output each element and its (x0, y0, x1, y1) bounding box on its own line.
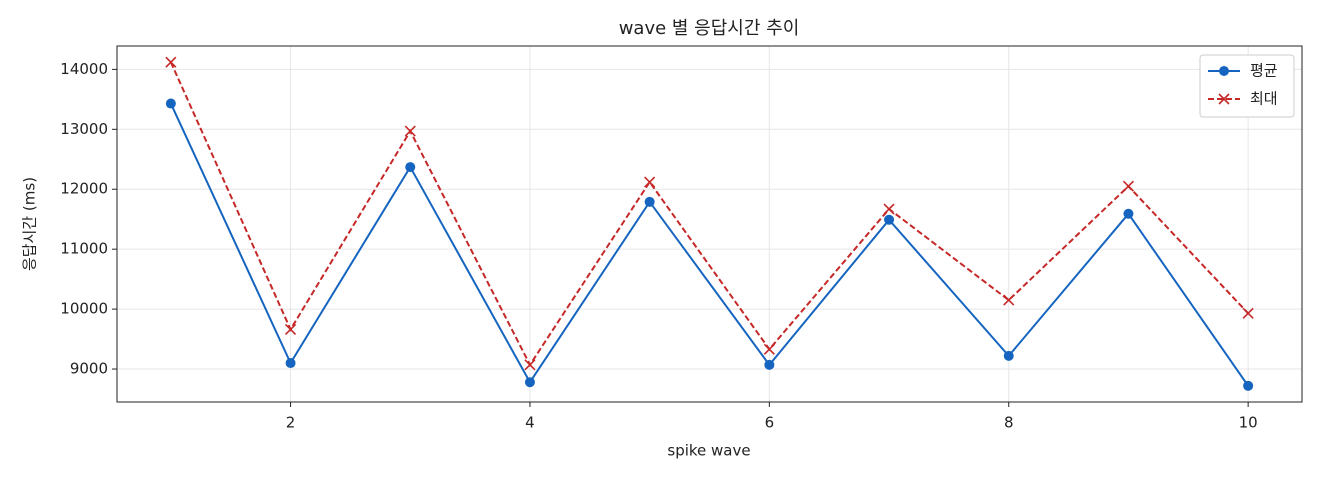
y-tick-label: 11000 (60, 240, 108, 258)
series-line (169, 61, 1249, 367)
legend-marker (1218, 93, 1230, 105)
legend-marker (1219, 66, 1229, 76)
legend-box (1199, 54, 1295, 118)
x-tick-label: 4 (525, 414, 535, 432)
y-axis-label: 응답시간 (ms) (21, 177, 39, 271)
legend-label: 최대 (1250, 90, 1278, 108)
y-tick-label: 9000 (70, 360, 108, 378)
series-line (169, 103, 1249, 387)
data-point (524, 359, 536, 371)
plot-frame (116, 45, 1303, 403)
data-point (883, 203, 895, 215)
x-axis-label: spike wave (667, 442, 750, 460)
data-point (644, 176, 656, 188)
y-tick-label: 10000 (60, 300, 108, 318)
data-point (1242, 307, 1254, 319)
data-point (284, 323, 297, 336)
data-point (165, 56, 177, 68)
data-point (1123, 208, 1134, 219)
y-tick-label: 14000 (60, 60, 108, 78)
data-point (524, 377, 535, 388)
data-point (1003, 294, 1015, 306)
data-point (1003, 350, 1014, 361)
data-point (405, 162, 416, 173)
data-point (644, 196, 655, 207)
legend-label: 평균 (1250, 62, 1278, 80)
data-point (884, 214, 895, 225)
y-tick-label: 12000 (60, 180, 108, 198)
data-point (763, 343, 775, 355)
data-point (285, 358, 296, 369)
y-tick-label: 13000 (60, 120, 108, 138)
x-tick-label: 2 (286, 414, 296, 432)
data-point (1122, 180, 1135, 192)
x-tick-label: 6 (765, 414, 775, 432)
chart-title: wave 별 응답시간 추이 (619, 18, 800, 39)
data-point (404, 125, 416, 137)
x-tick-label: 10 (1239, 414, 1258, 432)
x-tick-label: 8 (1004, 414, 1014, 432)
data-point (1243, 380, 1254, 391)
data-point (764, 359, 775, 370)
data-point (165, 98, 176, 109)
